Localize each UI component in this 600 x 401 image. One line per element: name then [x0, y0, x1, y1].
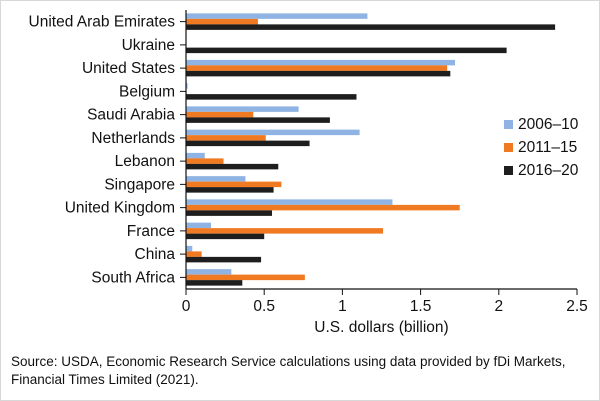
bar-2 — [186, 274, 305, 281]
bar-1 — [186, 199, 393, 205]
legend-label: 2006–10 — [518, 116, 579, 133]
bar-3 — [186, 24, 556, 30]
bar-3 — [186, 94, 357, 100]
bar-3 — [186, 210, 273, 216]
bar-1 — [186, 129, 360, 136]
y-tick-label: United Kingdom — [65, 200, 175, 217]
bar-2 — [186, 251, 202, 257]
legend-swatch — [504, 120, 513, 129]
bar-1 — [186, 152, 205, 159]
x-tick-label: 0.5 — [253, 298, 275, 315]
y-tick-label: Belgium — [119, 83, 175, 100]
bar-1 — [186, 245, 193, 252]
legend-label: 2016–20 — [518, 162, 579, 179]
bar-3 — [186, 70, 451, 77]
bar-3 — [186, 187, 274, 193]
bar-1 — [186, 83, 188, 89]
bar-2 — [186, 65, 448, 71]
bar-1 — [186, 269, 232, 275]
bar-3 — [186, 47, 507, 54]
bar-2 — [186, 111, 254, 118]
y-tick-label: Singapore — [104, 176, 175, 193]
y-tick-label: Lebanon — [115, 153, 175, 170]
bar-2 — [186, 135, 266, 141]
bar-1 — [186, 13, 368, 19]
y-tick-label: United States — [82, 60, 175, 77]
bar-2 — [186, 158, 224, 164]
bar-3 — [186, 140, 310, 147]
bar-3 — [186, 117, 330, 123]
bar-2 — [186, 204, 460, 211]
bar-2 — [186, 228, 384, 234]
bar-3 — [186, 163, 279, 170]
source-note: Source: USDA, Economic Research Service … — [11, 354, 566, 387]
bar-2 — [186, 18, 258, 25]
bar-1 — [186, 222, 212, 229]
bar-1 — [186, 176, 246, 182]
bar-3 — [186, 280, 243, 286]
y-tick-label: United Arab Emirates — [29, 14, 176, 31]
x-tick-label: 2.5 — [566, 298, 588, 315]
y-tick-label: Saudi Arabia — [87, 107, 175, 124]
x-tick-label: 2 — [494, 298, 503, 315]
bar-3 — [186, 233, 265, 240]
x-tick-label: 1.5 — [410, 298, 432, 315]
x-axis-label: U.S. dollars (billion) — [314, 319, 448, 336]
y-tick-label: South Africa — [91, 269, 175, 286]
y-tick-label: Netherlands — [91, 130, 175, 147]
bar-3 — [186, 256, 262, 263]
x-tick-label: 1 — [338, 298, 347, 315]
x-tick-label: 0 — [182, 298, 191, 315]
legend-swatch — [504, 143, 513, 152]
bar-1 — [186, 106, 299, 112]
y-tick-label: Ukraine — [122, 37, 175, 54]
legend-label: 2011–15 — [518, 139, 577, 156]
bar-1 — [186, 59, 456, 66]
bar-2 — [186, 181, 282, 188]
bar-chart: United Arab Emirates Ukraine United States… — [29, 10, 588, 336]
legend-swatch — [504, 166, 513, 175]
y-tick-label: France — [127, 223, 175, 240]
y-tick-label: China — [135, 246, 176, 263]
